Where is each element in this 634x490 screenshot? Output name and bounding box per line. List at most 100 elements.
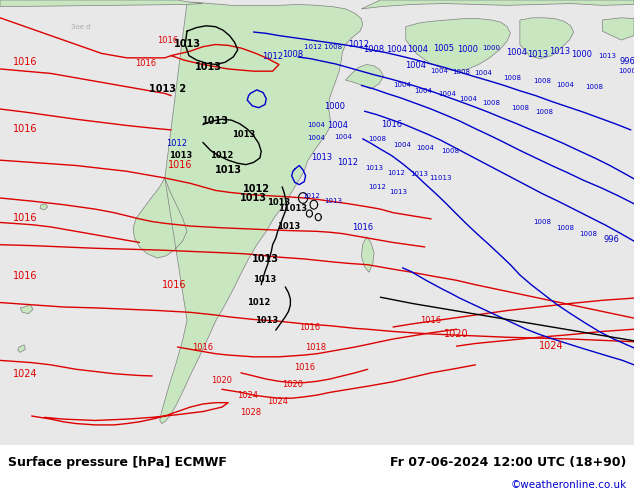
Text: 1013: 1013 — [311, 153, 333, 163]
Text: 1024: 1024 — [267, 397, 288, 406]
Text: 1005: 1005 — [433, 45, 455, 53]
Text: 1013: 1013 — [365, 165, 383, 171]
Text: 1008: 1008 — [535, 109, 553, 115]
Polygon shape — [0, 0, 203, 7]
Text: 1008: 1008 — [482, 100, 500, 106]
Text: 1013: 1013 — [268, 198, 290, 207]
Text: 1016: 1016 — [13, 57, 37, 67]
Text: 1008: 1008 — [533, 220, 551, 225]
Text: 1012: 1012 — [387, 170, 405, 175]
Text: 996: 996 — [619, 57, 634, 66]
Text: 1008: 1008 — [441, 148, 459, 154]
Text: Fr 07-06-2024 12:00 UTC (18+90): Fr 07-06-2024 12:00 UTC (18+90) — [390, 456, 626, 468]
Text: 1000: 1000 — [324, 102, 346, 111]
Text: 1012: 1012 — [302, 193, 320, 199]
Text: 1012 1008: 1012 1008 — [304, 44, 342, 49]
Text: 1004: 1004 — [404, 61, 426, 71]
Text: 1004: 1004 — [459, 96, 477, 102]
Text: 1020: 1020 — [282, 380, 304, 390]
Text: 1018: 1018 — [305, 343, 327, 352]
Polygon shape — [346, 65, 384, 89]
Text: 1013: 1013 — [255, 316, 278, 325]
Text: 1013: 1013 — [254, 275, 276, 284]
Text: 1004: 1004 — [327, 121, 348, 130]
Text: 1008: 1008 — [533, 78, 551, 84]
Text: 1008: 1008 — [368, 136, 386, 142]
Text: 1013: 1013 — [174, 40, 200, 49]
Text: 1013: 1013 — [202, 116, 229, 126]
Text: 1013: 1013 — [324, 198, 342, 204]
Text: 1016: 1016 — [294, 363, 315, 371]
Text: 1004: 1004 — [474, 71, 492, 76]
Text: 11013: 11013 — [278, 204, 307, 213]
Text: 1012: 1012 — [368, 184, 386, 190]
Text: 1020: 1020 — [444, 329, 469, 339]
Text: 1004: 1004 — [406, 46, 428, 54]
Text: 1024: 1024 — [540, 341, 564, 351]
Text: 1016: 1016 — [135, 59, 157, 68]
Text: 1020: 1020 — [211, 376, 233, 385]
Polygon shape — [602, 18, 634, 40]
Text: 1000: 1000 — [457, 46, 479, 54]
Text: 1008: 1008 — [579, 231, 597, 237]
Text: 1013: 1013 — [252, 254, 278, 264]
Text: 1024: 1024 — [236, 392, 258, 400]
Text: 1000: 1000 — [619, 68, 634, 74]
Text: 1008: 1008 — [586, 84, 604, 90]
Text: 1024: 1024 — [13, 369, 37, 379]
Text: 1008: 1008 — [282, 50, 304, 59]
Text: 1008: 1008 — [503, 75, 521, 81]
Text: 3oe d: 3oe d — [72, 24, 91, 30]
Text: 1004: 1004 — [438, 91, 456, 98]
Text: 1000: 1000 — [482, 45, 500, 51]
Text: 1013: 1013 — [240, 193, 267, 203]
Polygon shape — [361, 0, 634, 9]
Text: 1016: 1016 — [169, 160, 193, 170]
Text: 1016: 1016 — [157, 36, 179, 45]
Text: 1013: 1013 — [598, 52, 616, 59]
Text: 1016: 1016 — [192, 343, 214, 351]
Text: 1013: 1013 — [169, 151, 192, 160]
Text: 1016: 1016 — [299, 322, 320, 332]
Text: 1008: 1008 — [363, 46, 385, 54]
Text: 1013: 1013 — [195, 62, 221, 72]
Text: 1012: 1012 — [210, 151, 233, 160]
Text: 1004: 1004 — [394, 82, 411, 88]
Text: 1013: 1013 — [411, 172, 429, 177]
Text: 1012: 1012 — [247, 298, 270, 307]
Text: 1008: 1008 — [511, 105, 529, 111]
Text: 11013: 11013 — [429, 175, 452, 181]
Text: 1013 2: 1013 2 — [150, 84, 186, 94]
Text: 1008: 1008 — [453, 69, 470, 75]
Text: 1016: 1016 — [162, 280, 186, 290]
Text: 1016: 1016 — [13, 213, 37, 223]
Polygon shape — [18, 345, 25, 352]
Text: 1004: 1004 — [506, 48, 527, 57]
Text: 1028: 1028 — [240, 408, 261, 417]
Text: 1000: 1000 — [571, 50, 593, 59]
Text: 1004: 1004 — [557, 82, 574, 88]
Text: 1013: 1013 — [215, 165, 242, 175]
Text: 1013: 1013 — [527, 50, 548, 59]
Text: 1016: 1016 — [13, 124, 37, 134]
Polygon shape — [40, 204, 48, 210]
Text: 1004: 1004 — [307, 122, 325, 128]
Text: 1013: 1013 — [233, 130, 256, 139]
Text: 1008: 1008 — [557, 225, 574, 231]
Polygon shape — [520, 18, 574, 59]
Text: 1012: 1012 — [243, 184, 270, 194]
Text: 1012: 1012 — [347, 40, 369, 49]
Polygon shape — [361, 237, 374, 272]
Text: 1004: 1004 — [416, 145, 434, 151]
Text: 1013: 1013 — [277, 222, 300, 231]
Text: 996: 996 — [604, 235, 620, 244]
Text: 1012: 1012 — [337, 158, 358, 167]
Polygon shape — [406, 19, 510, 71]
Text: 1012: 1012 — [165, 139, 187, 148]
Text: ©weatheronline.co.uk: ©weatheronline.co.uk — [510, 480, 626, 490]
Text: 1004: 1004 — [335, 134, 353, 140]
Text: 1016: 1016 — [352, 223, 373, 232]
Text: 1004: 1004 — [385, 46, 407, 54]
Text: 1004: 1004 — [415, 88, 432, 94]
Text: 1004: 1004 — [394, 142, 411, 147]
